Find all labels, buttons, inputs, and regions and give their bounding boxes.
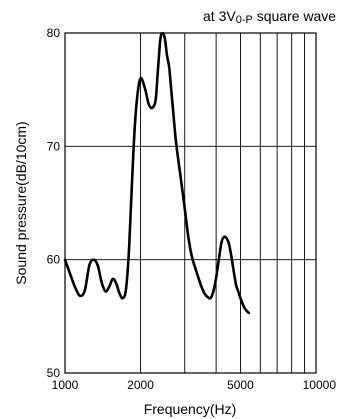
y-tick-label: 70	[47, 139, 61, 153]
annotation-subscript: 0-P	[236, 14, 253, 26]
x-tick-label: 1000	[52, 378, 79, 392]
test-condition-annotation: at 3V0-P square wave	[203, 8, 336, 26]
y-tick-label: 80	[47, 26, 61, 40]
y-axis-label: Sound pressure(dB/10cm)	[13, 121, 29, 284]
annotation-suffix: square wave	[253, 8, 336, 24]
x-tick-label: 5000	[227, 378, 254, 392]
y-tick-label: 60	[47, 253, 61, 267]
x-tick-label: 2000	[127, 378, 154, 392]
y-tick-label: 50	[47, 366, 61, 380]
y-tick-labels: 50 60 70 80	[47, 26, 61, 380]
x-tick-labels: 1000 2000 5000 10000	[52, 378, 337, 392]
plot-frame	[64, 32, 317, 374]
sound-pressure-curve	[63, 31, 251, 315]
x-axis-label: Frequency(Hz)	[144, 401, 237, 417]
x-tick-label: 10000	[303, 378, 337, 392]
annotation-prefix: at 3V	[203, 8, 236, 24]
gridlines	[65, 33, 316, 373]
